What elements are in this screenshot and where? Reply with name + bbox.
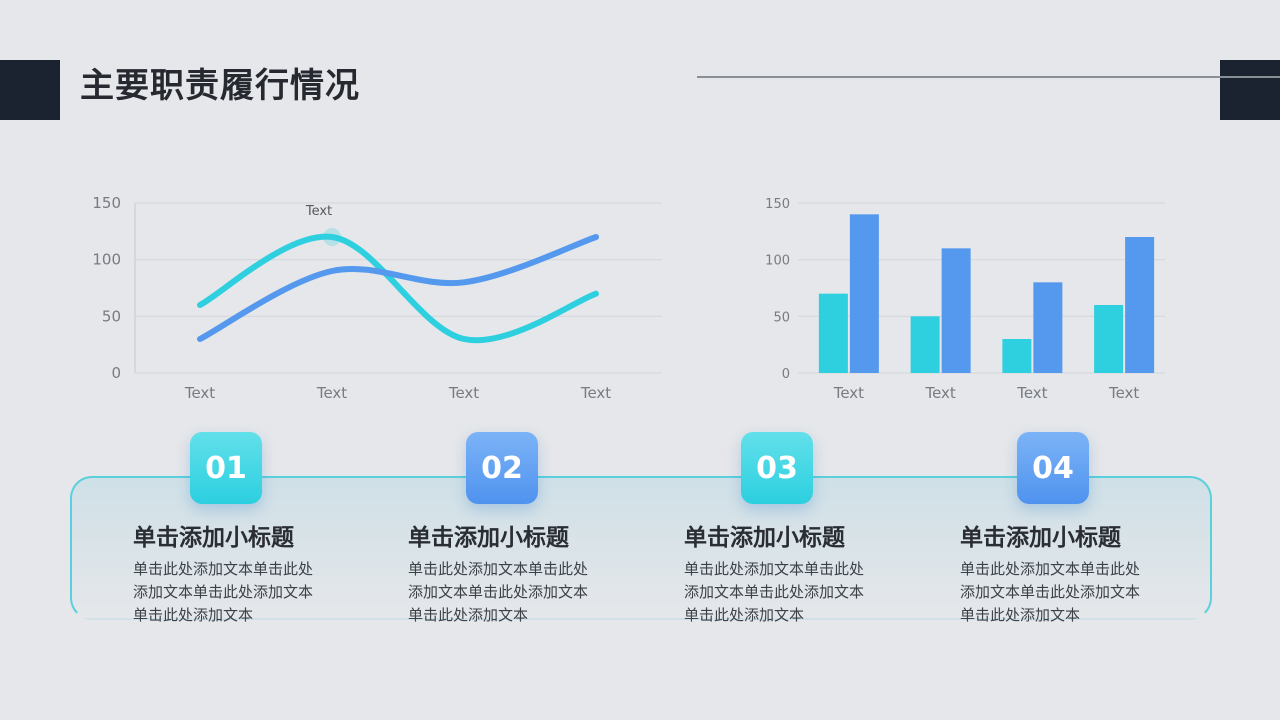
x-tick-label: Text — [580, 384, 611, 402]
card-title[interactable]: 单击添加小标题 — [684, 525, 845, 551]
card-title[interactable]: 单击添加小标题 — [408, 525, 569, 551]
card-number-badge: 04 — [1017, 432, 1089, 504]
x-tick-label: Text — [1016, 384, 1047, 402]
card-body[interactable]: 单击此处添加文本单击此处添加文本单击此处添加文本单击此处添加文本 — [960, 560, 1141, 624]
corner-decoration-left — [0, 60, 60, 120]
title-divider — [697, 76, 1280, 78]
x-tick-label: Text — [1108, 384, 1139, 402]
y-tick-label: 50 — [773, 310, 790, 325]
corner-decoration-right — [1220, 60, 1280, 120]
x-tick-label: Text — [924, 384, 955, 402]
card-body[interactable]: 单击此处添加文本单击此处添加文本单击此处添加文本单击此处添加文本 — [408, 560, 589, 624]
card-title[interactable]: 单击添加小标题 — [133, 525, 294, 551]
y-tick-label: 50 — [102, 307, 121, 325]
bar-chart: 0 50 100 150 Text Text Text Text — [765, 197, 1165, 402]
card-title[interactable]: 单击添加小标题 — [960, 525, 1121, 551]
card-body[interactable]: 单击此处添加文本单击此处添加文本单击此处添加文本单击此处添加文本 — [684, 560, 865, 624]
y-tick-label: 0 — [111, 364, 121, 382]
card-number-badge: 03 — [741, 432, 813, 504]
bar-series-1 — [1002, 339, 1032, 373]
page-title: 主要职责履行情况 — [80, 66, 360, 106]
line-chart: 0 50 100 150 Text Text Text Text Text — [92, 194, 662, 402]
bar-series-2 — [941, 248, 971, 373]
y-tick-label: 150 — [765, 197, 790, 212]
annotation-label: Text — [305, 204, 332, 219]
y-tick-label: 150 — [92, 194, 121, 212]
x-tick-label: Text — [833, 384, 864, 402]
card-number-badge: 01 — [190, 432, 262, 504]
card-body[interactable]: 单击此处添加文本单击此处添加文本单击此处添加文本单击此处添加文本 — [133, 560, 314, 624]
bar-series-1 — [1094, 305, 1124, 373]
y-tick-label: 100 — [92, 251, 121, 269]
bar-series-1 — [910, 316, 940, 373]
x-tick-label: Text — [184, 384, 215, 402]
y-tick-label: 0 — [782, 367, 790, 382]
y-tick-label: 100 — [765, 254, 790, 269]
bar-series-2 — [1033, 282, 1063, 373]
line-series-1 — [197, 233, 599, 344]
card-number-badge: 02 — [466, 432, 538, 504]
bar-series-2 — [1125, 237, 1155, 373]
bar-series-2 — [849, 214, 879, 373]
bar-series-1 — [818, 293, 848, 373]
line-series-2 — [197, 234, 599, 342]
data-point-marker — [323, 228, 341, 246]
x-tick-label: Text — [316, 384, 347, 402]
x-tick-label: Text — [448, 384, 479, 402]
